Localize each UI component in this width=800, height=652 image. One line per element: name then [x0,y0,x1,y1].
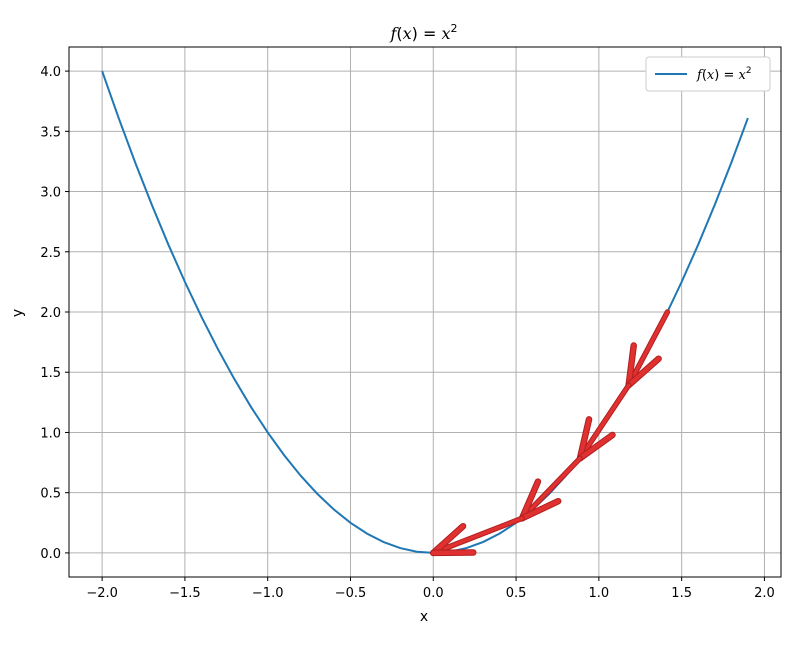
y-tick-label: 3.5 [40,125,61,140]
y-tick-label: 0.0 [40,547,61,562]
x-tick-label: −1.0 [252,586,284,601]
x-tick-label: −2.0 [86,586,118,601]
x-tick-label: 0.5 [506,586,527,601]
x-tick-label: −1.5 [169,586,201,601]
y-tick-label: 0.5 [40,487,61,502]
x-tick-label: 1.0 [589,586,610,601]
y-tick-label: 1.5 [40,366,61,381]
x-tick-label: 2.0 [754,586,775,601]
y-tick-label: 4.0 [40,65,61,80]
y-axis-label: y [10,309,26,317]
x-tick-label: −0.5 [335,586,367,601]
legend-label: f(x) = x2 [696,66,752,83]
y-tick-label: 3.0 [40,186,61,201]
x-tick-label: 1.5 [671,586,692,601]
legend: f(x) = x2 [646,57,770,91]
y-tick-label: 2.0 [40,306,61,321]
x-tick-label: 0.0 [423,586,444,601]
y-tick-label: 1.0 [40,426,61,441]
y-tick-label: 2.5 [40,246,61,261]
x-axis-label: x [420,609,428,625]
chart-title: f(x) = x2 [389,22,457,43]
